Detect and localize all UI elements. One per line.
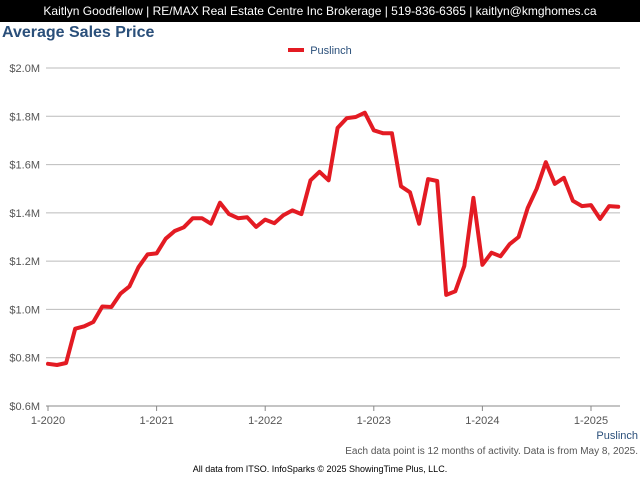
x-series-label: Puslinch	[596, 430, 638, 442]
y-tick-label: $1.4M	[9, 208, 40, 220]
legend: Puslinch	[0, 45, 640, 57]
legend-swatch	[288, 48, 305, 53]
grid-lines	[46, 67, 620, 407]
y-tick-label: $0.6M	[9, 401, 40, 413]
series-line-puslinch	[46, 110, 621, 367]
y-tick-label: $1.6M	[9, 160, 40, 172]
x-tick-label: 1-2023	[357, 415, 391, 427]
chart-title: Average Sales Price	[2, 24, 155, 41]
x-tick-label: 1-2022	[248, 415, 282, 427]
contact-header: Kaitlyn Goodfellow | RE/MAX Real Estate …	[0, 0, 640, 22]
data-note: Each data point is 12 months of activity…	[345, 446, 638, 457]
x-tick-label: 1-2020	[31, 415, 65, 427]
x-axis-ticks: 1-2020 1-2021 1-2022 1-2023 1-2024 1-2025	[31, 406, 608, 427]
y-axis-ticks: $0.6M $0.8M $1.0M $1.2M $1.4M $1.6M $1.8M $2.0M	[9, 63, 40, 413]
y-tick-label: $2.0M	[9, 63, 40, 75]
y-tick-label: $0.8M	[9, 353, 40, 365]
x-tick-label: 1-2021	[139, 415, 173, 427]
y-tick-label: $1.8M	[9, 111, 40, 123]
x-tick-label: 1-2025	[574, 415, 608, 427]
source-footer: All data from ITSO. InfoSparks © 2025 Sh…	[192, 464, 448, 474]
y-tick-label: $1.0M	[9, 304, 40, 316]
x-tick-label: 1-2024	[465, 415, 499, 427]
y-tick-label: $1.2M	[9, 256, 40, 268]
legend-label: Puslinch	[310, 45, 352, 57]
